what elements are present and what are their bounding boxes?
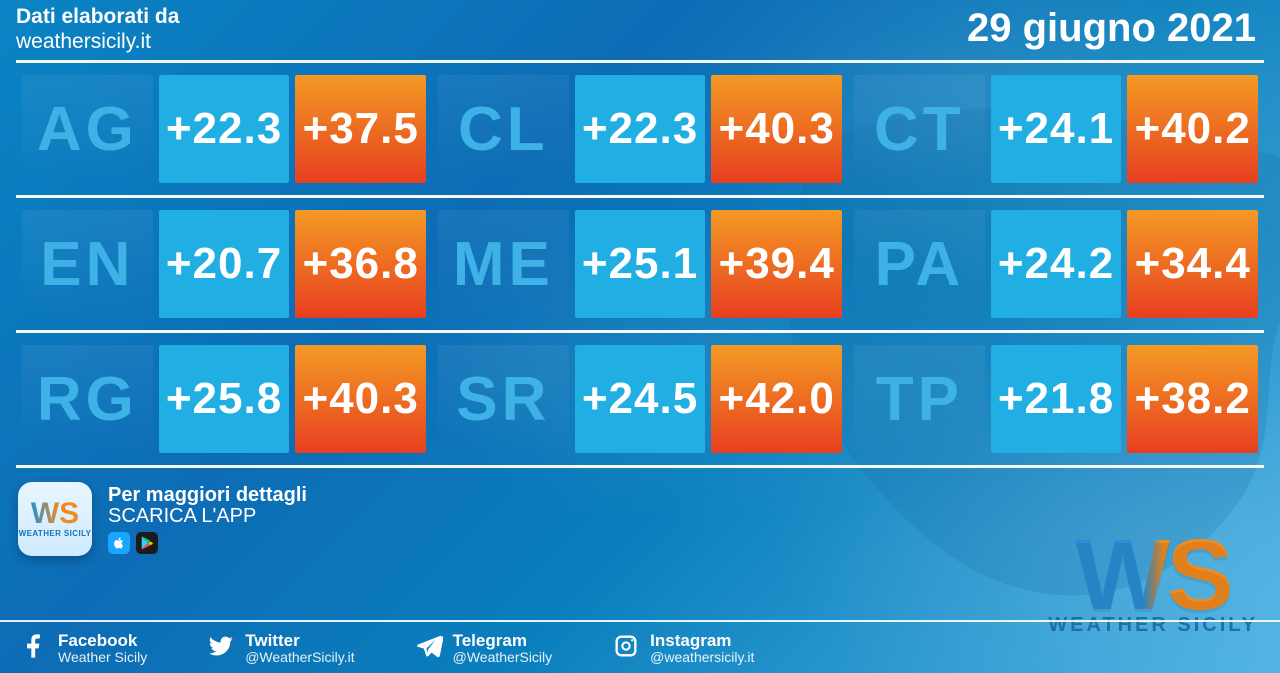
province-code: ME: [438, 210, 569, 318]
social-name: Twitter: [245, 632, 354, 650]
social-name: Telegram: [453, 632, 553, 650]
social-handle: @weathersicily.it: [650, 650, 754, 665]
app-icon-text: WS: [31, 500, 79, 527]
province-code: RG: [22, 345, 153, 453]
social-handle: @WeatherSicily: [453, 650, 553, 665]
temp-low: +21.8: [991, 345, 1122, 453]
province-cell: TP +21.8 +38.2: [848, 345, 1264, 453]
temp-high: +40.2: [1127, 75, 1258, 183]
temp-high: +38.2: [1127, 345, 1258, 453]
header-credit: Dati elaborati da weathersicily.it: [16, 4, 179, 54]
temp-high: +42.0: [711, 345, 842, 453]
social-facebook: Facebook Weather Sicily: [20, 632, 147, 665]
province-code: SR: [438, 345, 569, 453]
divider: [16, 330, 1264, 333]
grid-row: AG +22.3 +37.5 CL +22.3 +40.3 CT +24.1 +…: [16, 63, 1264, 195]
province-code: TP: [854, 345, 985, 453]
temp-low: +22.3: [159, 75, 290, 183]
social-name: Facebook: [58, 632, 147, 650]
divider: [16, 465, 1264, 468]
app-promo-text: Per maggiori dettagli SCARICA L'APP: [108, 484, 307, 555]
instagram-icon: [612, 632, 640, 665]
province-cell: CL +22.3 +40.3: [432, 75, 848, 183]
temp-high: +36.8: [295, 210, 426, 318]
grid-row: EN +20.7 +36.8 ME +25.1 +39.4 PA +24.2 +…: [16, 198, 1264, 330]
temp-high: +40.3: [295, 345, 426, 453]
temp-low: +24.2: [991, 210, 1122, 318]
province-code: CL: [438, 75, 569, 183]
report-date: 29 giugno 2021: [967, 6, 1256, 51]
social-twitter: Twitter @WeatherSicily.it: [207, 632, 354, 665]
facebook-icon: [20, 632, 48, 665]
social-telegram: Telegram @WeatherSicily: [415, 632, 553, 665]
divider: [16, 60, 1264, 63]
province-cell: RG +25.8 +40.3: [16, 345, 432, 453]
temp-low: +22.3: [575, 75, 706, 183]
grid-row: RG +25.8 +40.3 SR +24.5 +42.0 TP +21.8 +…: [16, 333, 1264, 465]
temp-low: +24.5: [575, 345, 706, 453]
province-cell: AG +22.3 +37.5: [16, 75, 432, 183]
app-icon: WS WEATHER SICILY: [18, 482, 92, 556]
credit-line1: Dati elaborati da: [16, 4, 179, 29]
promo-line2: SCARICA L'APP: [108, 505, 307, 528]
province-cell: PA +24.2 +34.4: [848, 210, 1264, 318]
province-cell: EN +20.7 +36.8: [16, 210, 432, 318]
temp-high: +34.4: [1127, 210, 1258, 318]
province-code: EN: [22, 210, 153, 318]
promo-line1: Per maggiori dettagli: [108, 484, 307, 507]
social-bar: Facebook Weather Sicily Twitter @Weather…: [0, 620, 1280, 673]
social-name: Instagram: [650, 632, 754, 650]
temp-low: +20.7: [159, 210, 290, 318]
playstore-icon: [136, 532, 158, 554]
temp-high: +40.3: [711, 75, 842, 183]
temp-low: +25.1: [575, 210, 706, 318]
app-icon-subtext: WEATHER SICILY: [19, 529, 92, 538]
province-cell: CT +24.1 +40.2: [848, 75, 1264, 183]
social-handle: Weather Sicily: [58, 650, 147, 665]
twitter-icon: [207, 632, 235, 665]
header: Dati elaborati da weathersicily.it 29 gi…: [0, 0, 1280, 54]
temp-high: +39.4: [711, 210, 842, 318]
social-instagram: Instagram @weathersicily.it: [612, 632, 754, 665]
social-handle: @WeatherSicily.it: [245, 650, 354, 665]
divider: [16, 195, 1264, 198]
temperature-grid: AG +22.3 +37.5 CL +22.3 +40.3 CT +24.1 +…: [16, 60, 1264, 468]
province-code: PA: [854, 210, 985, 318]
appstore-icon: [108, 532, 130, 554]
credit-line2: weathersicily.it: [16, 29, 179, 54]
province-code: AG: [22, 75, 153, 183]
temp-low: +24.1: [991, 75, 1122, 183]
temp-low: +25.8: [159, 345, 290, 453]
telegram-icon: [415, 632, 443, 665]
app-promo: WS WEATHER SICILY Per maggiori dettagli …: [18, 482, 1280, 556]
temp-high: +37.5: [295, 75, 426, 183]
province-cell: SR +24.5 +42.0: [432, 345, 848, 453]
province-cell: ME +25.1 +39.4: [432, 210, 848, 318]
province-code: CT: [854, 75, 985, 183]
